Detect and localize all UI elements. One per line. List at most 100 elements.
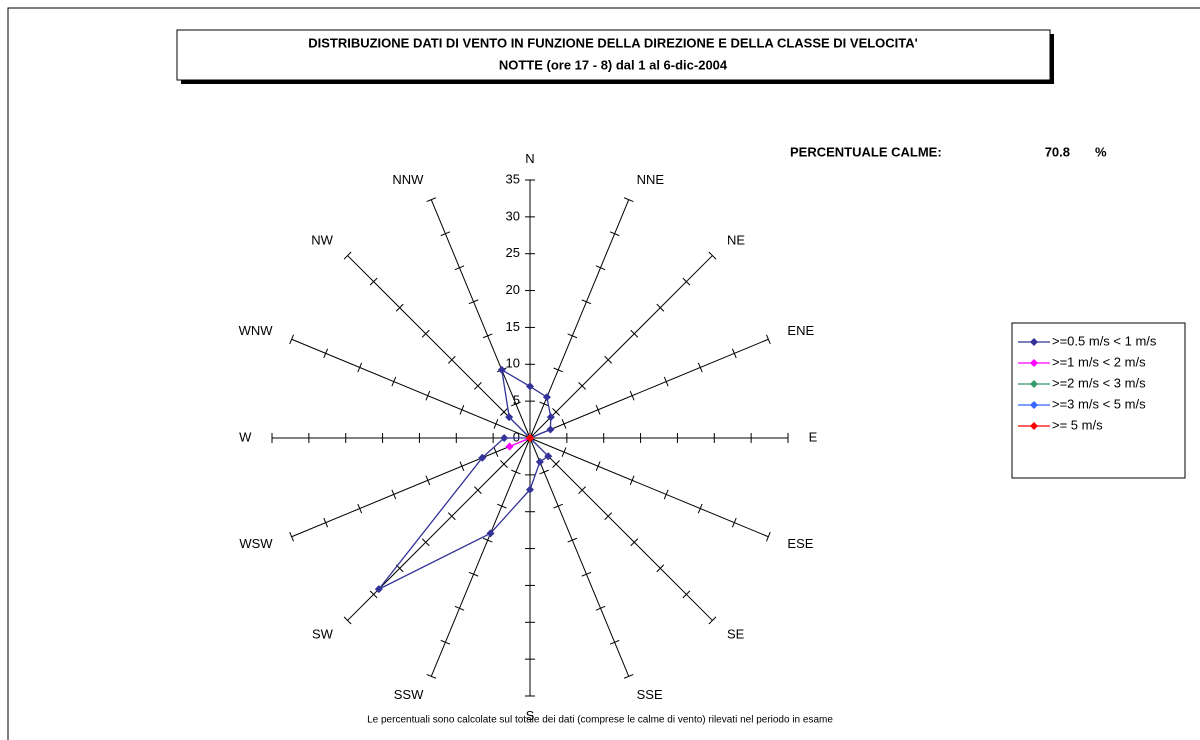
tick-mark — [623, 673, 634, 679]
tick-mark — [425, 475, 431, 486]
tick-mark — [630, 538, 639, 547]
tick-mark — [459, 461, 465, 472]
direction-label: NE — [727, 232, 745, 247]
data-point — [486, 529, 495, 538]
legend-marker — [1030, 401, 1038, 409]
tick-mark — [656, 564, 665, 573]
chart-subtitle: NOTTE (ore 17 - 8) dal 1 al 6-dic-2004 — [499, 57, 728, 72]
data-point — [374, 585, 383, 594]
tick-mark — [604, 355, 613, 364]
tick-mark — [731, 517, 737, 528]
data-point — [505, 442, 514, 451]
tick-mark — [459, 404, 465, 415]
tick-mark — [623, 197, 634, 203]
tick-mark — [567, 333, 578, 339]
tick-mark — [578, 486, 587, 495]
legend-label: >=0.5 m/s < 1 m/s — [1052, 333, 1157, 348]
calm-label: PERCENTUALE CALME: — [790, 144, 942, 159]
data-point — [478, 453, 487, 462]
r-tick-label: 0 — [513, 429, 520, 444]
tick-mark — [289, 334, 295, 345]
direction-label: NW — [311, 232, 333, 247]
data-point — [542, 393, 551, 402]
tick-mark — [343, 251, 352, 260]
spoke — [430, 437, 531, 677]
tick-mark — [391, 489, 397, 500]
tick-mark — [765, 334, 771, 345]
tick-mark — [595, 265, 606, 271]
tick-mark — [511, 401, 521, 407]
legend-marker — [1030, 359, 1038, 367]
tick-mark — [500, 408, 508, 416]
tick-mark — [493, 447, 499, 457]
tick-mark — [323, 517, 329, 528]
direction-label: W — [239, 429, 252, 444]
tick-mark — [357, 503, 363, 514]
footnote: Le percentuali sono calcolate sul totale… — [367, 715, 833, 726]
legend-label: >=1 m/s < 2 m/s — [1052, 354, 1146, 369]
tick-mark — [473, 381, 482, 390]
tick-mark — [629, 390, 635, 401]
direction-label: NNE — [637, 172, 665, 187]
r-tick-label: 30 — [506, 208, 520, 223]
tick-mark — [682, 277, 691, 286]
tick-mark — [553, 503, 564, 509]
tick-mark — [539, 469, 549, 475]
r-tick-label: 35 — [506, 171, 520, 186]
tick-mark — [468, 299, 479, 305]
tick-mark — [629, 475, 635, 486]
tick-mark — [391, 376, 397, 387]
legend-marker — [1030, 338, 1038, 346]
tick-mark — [708, 616, 717, 625]
legend-box — [1011, 322, 1186, 479]
direction-label: SSE — [637, 687, 663, 702]
spoke — [529, 437, 769, 538]
spoke — [347, 255, 531, 439]
tick-mark — [425, 390, 431, 401]
tick-mark — [731, 348, 737, 359]
tick-mark — [604, 512, 613, 521]
tick-mark — [500, 460, 508, 468]
tick-mark — [581, 571, 592, 577]
tick-mark — [343, 616, 352, 625]
direction-label: N — [525, 151, 534, 166]
calm-value: 70.8 — [1045, 144, 1070, 159]
direction-label: NNW — [392, 172, 424, 187]
r-tick-label: 20 — [506, 282, 520, 297]
spoke — [529, 437, 713, 621]
tick-mark — [578, 381, 587, 390]
tick-mark — [630, 329, 639, 338]
tick-mark — [697, 362, 703, 373]
data-point — [546, 413, 555, 422]
tick-mark — [708, 251, 717, 260]
tick-mark — [447, 355, 456, 364]
data-point — [526, 382, 534, 391]
tick-mark — [473, 486, 482, 495]
tick-mark — [482, 537, 493, 543]
direction-label: E — [809, 429, 818, 444]
tick-mark — [454, 605, 465, 611]
tick-mark — [289, 531, 295, 542]
tick-mark — [496, 503, 507, 509]
tick-mark — [663, 489, 669, 500]
spoke — [529, 437, 630, 677]
tick-mark — [682, 590, 691, 599]
tick-mark — [493, 419, 499, 429]
direction-label: ESE — [787, 536, 813, 551]
tick-mark — [539, 401, 549, 407]
data-point — [500, 434, 509, 442]
tick-mark — [440, 231, 451, 237]
data-point — [544, 452, 553, 461]
r-tick-label: 10 — [506, 356, 520, 371]
legend-label: >=3 m/s < 5 m/s — [1052, 396, 1146, 411]
tick-mark — [609, 639, 620, 645]
direction-label: SSW — [394, 687, 424, 702]
spoke — [529, 255, 713, 439]
tick-mark — [357, 362, 363, 373]
legend-marker — [1030, 422, 1038, 430]
tick-mark — [663, 376, 669, 387]
direction-label: S — [526, 708, 535, 723]
tick-mark — [447, 512, 456, 521]
spoke — [291, 437, 531, 538]
tick-mark — [552, 408, 560, 416]
